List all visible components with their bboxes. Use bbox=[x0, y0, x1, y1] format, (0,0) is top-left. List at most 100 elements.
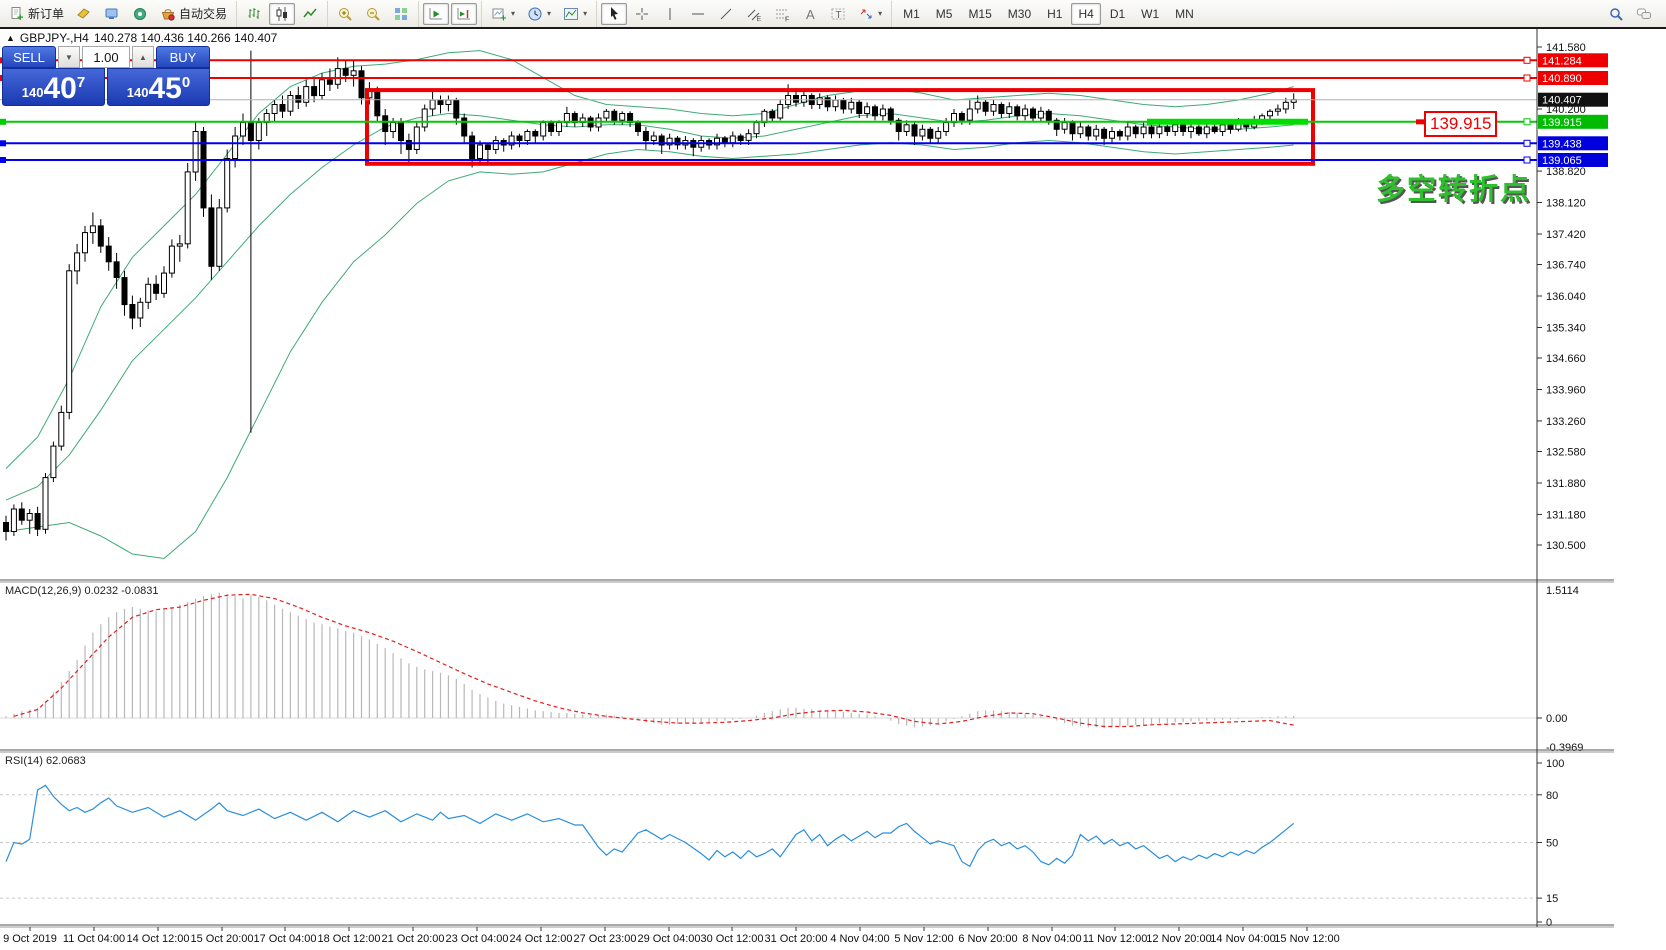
svg-text:0: 0 bbox=[1546, 917, 1552, 929]
consolidation-box-annotation bbox=[365, 88, 1315, 166]
svg-text:137.420: 137.420 bbox=[1546, 229, 1586, 241]
svg-text:132.580: 132.580 bbox=[1546, 447, 1586, 459]
svg-text:50: 50 bbox=[1546, 838, 1558, 850]
buy-price-button[interactable]: 140 45 0 bbox=[107, 68, 210, 106]
volume-increase-button[interactable]: ▲ bbox=[132, 46, 154, 68]
svg-text:23 Oct 04:00: 23 Oct 04:00 bbox=[446, 933, 509, 945]
svg-text:14 Nov 04:00: 14 Nov 04:00 bbox=[1210, 933, 1275, 945]
svg-text:31 Oct 20:00: 31 Oct 20:00 bbox=[765, 933, 828, 945]
monitor-icon bbox=[104, 6, 120, 22]
zoom-out-button[interactable] bbox=[360, 3, 386, 25]
text-button[interactable]: A bbox=[797, 3, 823, 25]
trendline-button[interactable] bbox=[713, 3, 739, 25]
svg-text:F: F bbox=[785, 16, 789, 22]
svg-text:134.660: 134.660 bbox=[1546, 353, 1586, 365]
tag-icon bbox=[76, 6, 92, 22]
svg-text:135.340: 135.340 bbox=[1546, 323, 1586, 335]
chart-plus-icon: + bbox=[491, 6, 507, 22]
market-watch-button[interactable] bbox=[71, 3, 97, 25]
macd-indicator-label: MACD(12,26,9) 0.0232 -0.0831 bbox=[5, 585, 159, 597]
zoom-out-icon bbox=[365, 6, 381, 22]
svg-text:+: + bbox=[17, 12, 23, 22]
zoom-in-button[interactable] bbox=[332, 3, 358, 25]
chat-button[interactable] bbox=[1631, 3, 1657, 25]
candlestick-chart-button[interactable] bbox=[269, 2, 296, 25]
chartshift-icon bbox=[456, 6, 472, 22]
toolbar-group: + 新订单 自动交易 bbox=[0, 1, 236, 27]
arrow-objects-button[interactable]: ▾ bbox=[853, 3, 887, 25]
svg-text:15: 15 bbox=[1546, 893, 1558, 905]
horizontal-line-button[interactable] bbox=[685, 3, 711, 25]
timeframe-D1-button[interactable]: D1 bbox=[1109, 6, 1126, 21]
auto-scroll-button[interactable] bbox=[423, 2, 450, 25]
svg-text:E: E bbox=[757, 16, 762, 22]
arrows-icon bbox=[858, 6, 874, 22]
crosshair-button[interactable] bbox=[629, 3, 655, 25]
auto-trading-button[interactable]: 自动交易 bbox=[155, 2, 232, 25]
doc-plus-icon: + bbox=[9, 6, 25, 22]
search-icon bbox=[1608, 6, 1624, 22]
channel-icon: E bbox=[746, 6, 762, 22]
strategy-tester-button[interactable] bbox=[127, 3, 153, 25]
timeframe-M15-button[interactable]: M15 bbox=[968, 6, 992, 21]
chart-shift-button[interactable] bbox=[451, 2, 478, 25]
svg-text:0.00: 0.00 bbox=[1546, 713, 1567, 725]
symbol-marker-icon: ▲ bbox=[6, 33, 15, 43]
text-label-button[interactable]: T bbox=[825, 3, 851, 25]
svg-text:12 Nov 20:00: 12 Nov 20:00 bbox=[1146, 933, 1211, 945]
fibonacci-retracement-button[interactable]: F bbox=[769, 3, 795, 25]
new-chart-button[interactable]: + ▾ bbox=[486, 3, 520, 25]
equidistant-channel-button[interactable]: E bbox=[741, 3, 767, 25]
new-order-button[interactable]: + 新订单 bbox=[4, 2, 69, 25]
crosshair-icon bbox=[634, 6, 650, 22]
timeframe-M5-button[interactable]: M5 bbox=[935, 6, 953, 21]
volume-input[interactable]: 1.00 bbox=[82, 46, 130, 68]
sell-price-button[interactable]: 140 40 7 bbox=[2, 68, 105, 106]
sell-price-main: 40 bbox=[43, 72, 77, 105]
fibo-icon: F bbox=[774, 6, 790, 22]
line-chart-button[interactable] bbox=[297, 3, 323, 25]
svg-text:9 Oct 2019: 9 Oct 2019 bbox=[3, 933, 57, 945]
line-icon bbox=[302, 6, 318, 22]
zoom-in-icon bbox=[337, 6, 353, 22]
bollinger-middle-band bbox=[5, 112, 1294, 501]
timeframe-M30-button[interactable]: M30 bbox=[1007, 6, 1032, 21]
bar-chart-button[interactable] bbox=[241, 3, 267, 25]
cursor-button[interactable] bbox=[601, 2, 628, 25]
svg-text:140.200: 140.200 bbox=[1546, 104, 1586, 116]
buy-price-prefix: 140 bbox=[126, 85, 149, 100]
timeframe-H1-button[interactable]: H1 bbox=[1047, 6, 1063, 21]
timeframe-H4-button[interactable]: H4 bbox=[1071, 2, 1101, 25]
timeframe-W1-button[interactable]: W1 bbox=[1141, 6, 1160, 21]
terminal-button[interactable] bbox=[99, 3, 125, 25]
buy-button[interactable]: BUY bbox=[156, 46, 210, 68]
toolbar-group: + ▾ ▾ ▾ bbox=[481, 0, 596, 27]
timeframe-MN-button[interactable]: MN bbox=[1175, 6, 1194, 21]
indicators-list-button[interactable]: ▾ bbox=[558, 3, 592, 25]
profiles-button[interactable]: ▾ bbox=[522, 3, 556, 25]
sell-button[interactable]: SELL bbox=[2, 46, 56, 68]
svg-text:133.960: 133.960 bbox=[1546, 385, 1586, 397]
svg-text:17 Oct 04:00: 17 Oct 04:00 bbox=[254, 933, 317, 945]
svg-text:15 Oct 20:00: 15 Oct 20:00 bbox=[191, 933, 254, 945]
timeframe-M1-button[interactable]: M1 bbox=[903, 6, 920, 21]
vertical-line-button[interactable] bbox=[657, 3, 683, 25]
chevron-down-icon: ▾ bbox=[878, 9, 883, 18]
symbol-ohlc: 140.278 140.436 140.266 140.407 bbox=[93, 31, 278, 45]
search-button[interactable] bbox=[1603, 3, 1629, 25]
svg-text:136.740: 136.740 bbox=[1546, 260, 1586, 272]
vline-icon bbox=[662, 6, 678, 22]
tile-windows-button[interactable] bbox=[388, 3, 414, 25]
svg-text:130.500: 130.500 bbox=[1546, 540, 1586, 552]
volume-decrease-button[interactable]: ▼ bbox=[58, 46, 80, 68]
toolbar-group: E F A T ▾ bbox=[596, 0, 891, 27]
turning-point-annotation[interactable]: 多空转折点 bbox=[1376, 174, 1532, 206]
svg-text:80: 80 bbox=[1546, 790, 1558, 802]
price-level-annotation[interactable]: 139.915 bbox=[1424, 111, 1498, 137]
chevron-down-icon: ▾ bbox=[511, 9, 516, 18]
svg-text:24 Oct 12:00: 24 Oct 12:00 bbox=[510, 933, 573, 945]
trend-icon bbox=[718, 6, 734, 22]
svg-text:138.820: 138.820 bbox=[1546, 166, 1586, 178]
svg-text:+: + bbox=[501, 13, 507, 22]
